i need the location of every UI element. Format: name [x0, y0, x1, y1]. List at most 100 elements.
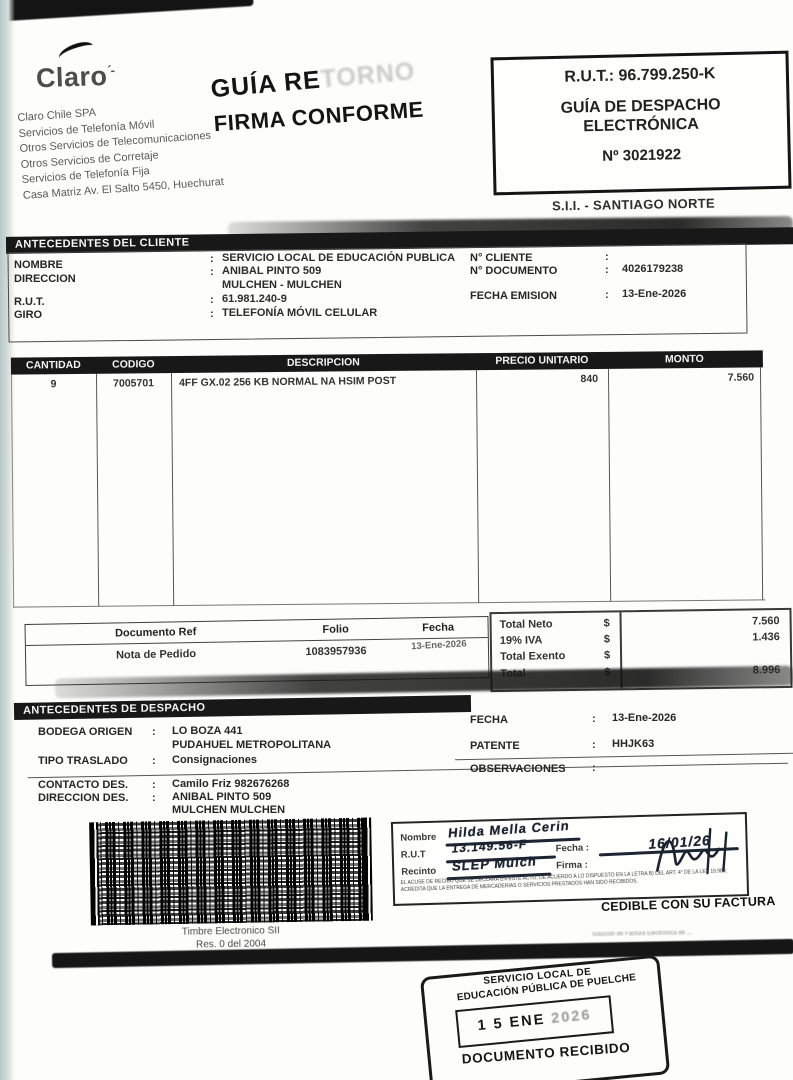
colon: : — [210, 266, 214, 278]
sig-recinto-label: Recinto — [401, 865, 437, 878]
col-precio: PRECIO UNITARIO — [495, 354, 589, 367]
contacto-label: CONTACTO DES. — [38, 779, 129, 791]
direccion-des-label: DIRECCION DES. — [38, 792, 129, 804]
sig-rut-label: R.U.T — [400, 849, 426, 861]
signature-scribble — [656, 827, 728, 875]
client-name-value: SERVICIO LOCAL DE EDUCACIÓN PUBLICA — [222, 252, 456, 264]
document-number: Nº 3021922 — [602, 146, 682, 165]
items-table: CANTIDAD CODIGO DESCRIPCION PRECIO UNITA… — [10, 350, 766, 608]
faded-stamp-text: TORNO — [319, 57, 417, 94]
table-column-line — [95, 373, 100, 607]
colon: : — [592, 762, 596, 774]
traslado-label: TIPO TRASLADO — [38, 755, 128, 767]
dispatch-section-header: ANTECEDENTES DE DESPACHO — [13, 695, 472, 720]
documento-recibido-stamp: SERVICIO LOCAL DE EDUCACIÓN PÚBLICA DE P… — [419, 947, 671, 1080]
ref-doc-value: Nota de Pedido — [115, 648, 197, 662]
item-precio: 840 — [580, 372, 599, 386]
col-codigo: CODIGO — [112, 358, 155, 371]
emission-date-value: 13-Ene-2026 — [622, 288, 687, 300]
total-exento-label: Total Exento — [499, 650, 566, 663]
colon: : — [210, 294, 214, 306]
claro-logo-mark: ´- — [107, 62, 115, 78]
company-info: Claro Chile SPA Servicios de Telefonía M… — [17, 97, 224, 204]
iva-value: 1.436 — [752, 631, 780, 644]
colon: : — [152, 726, 156, 738]
table-column-line — [475, 370, 480, 604]
client-rut-value: 61.981.240-9 — [222, 293, 287, 305]
contacto-value: Camilo Friz 982676268 — [172, 778, 290, 790]
document-type: GUÍA DE DESPACHO ELECTRÓNICA — [560, 96, 721, 136]
table-column-line — [607, 368, 612, 602]
total-neto-value: 7.560 — [751, 615, 780, 628]
scan-edge-strip — [0, 0, 15, 1080]
client-name-label: NOMBRE — [14, 259, 63, 271]
emission-date-label: FECHA EMISION — [470, 290, 557, 302]
rut-header-box: R.U.T.: 96.799.250-K GUÍA DE DESPACHO EL… — [490, 50, 792, 196]
guia-retorno-stamp: GUÍA RETORNO FIRMA CONFORME — [209, 57, 425, 137]
colon: : — [210, 253, 214, 265]
patente-value: HHJK63 — [612, 738, 655, 750]
client-number-label: N° CLIENTE — [470, 252, 533, 264]
handwritten-recinto: SLEP Mulch — [451, 853, 538, 874]
observaciones-label: OBSERVACIONES — [470, 763, 566, 775]
iva-label: 19% IVA — [499, 634, 543, 647]
currency-sign: $ — [603, 633, 611, 646]
bodega-label: BODEGA ORIGEN — [38, 726, 133, 738]
ref-header-doc: Documento Ref — [114, 626, 197, 640]
item-codigo: 7005701 — [113, 377, 155, 390]
document-number-value: 4026179238 — [622, 263, 684, 275]
scan-corner-shadow — [0, 0, 254, 23]
colon: : — [152, 755, 156, 767]
dispatch-fecha-label: FECHA — [470, 714, 508, 726]
client-giro-label: GIRO — [14, 309, 43, 321]
direccion-des-value2: MULCHEN MULCHEN — [172, 804, 286, 816]
sig-nombre-label: Nombre — [400, 831, 437, 844]
client-rut-label: R.U.T. — [14, 296, 45, 308]
dispatch-divider — [28, 762, 788, 779]
currency-sign: $ — [603, 617, 610, 630]
document-number-label: N° DOCUMENTO — [470, 265, 558, 277]
colon: : — [210, 308, 214, 320]
client-address-value2: MULCHEN - MULCHEN — [222, 279, 342, 291]
dispatch-fecha-value: 13-Ene-2026 — [612, 712, 677, 724]
patente-label: PATENTE — [470, 740, 520, 752]
stamp-date: 1 5 ENE — [476, 1011, 547, 1035]
stamp-date-year: 2026 — [550, 1007, 593, 1027]
colon: : — [592, 713, 596, 725]
colon: : — [605, 251, 609, 263]
table-column-line — [170, 373, 175, 607]
ref-folio-value: 1083957936 — [305, 645, 367, 659]
micro-footer-text: Solución de Factura Electrónica de ... — [591, 930, 692, 938]
colon: : — [605, 289, 609, 301]
sig-firma-label: Firma : — [556, 859, 589, 872]
dispatch-divider-right — [455, 752, 793, 761]
sii-office: S.I.I. - SANTIAGO NORTE — [551, 195, 716, 214]
claro-logo: Claro´- — [35, 60, 115, 94]
table-border — [759, 367, 764, 601]
ref-fecha-value: 13-Ene-2026 — [410, 638, 467, 653]
colon: : — [605, 264, 609, 276]
direccion-des-value1: ANIBAL PINTO 509 — [172, 791, 272, 803]
traslado-value: Consignaciones — [172, 754, 257, 766]
firma-conforme-stamp: FIRMA CONFORME — [213, 96, 425, 137]
issuer-rut: R.U.T.: 96.799.250-K — [564, 65, 716, 86]
client-address-value1: ANIBAL PINTO 509 — [222, 265, 322, 277]
ref-header-folio: Folio — [322, 623, 349, 636]
currency-sign: $ — [603, 649, 611, 662]
sig-fecha-label: Fecha : — [555, 842, 590, 855]
col-descripcion: DESCRIPCION — [286, 356, 360, 369]
col-monto: MONTO — [664, 352, 704, 366]
sii-pdf417-barcode — [91, 817, 371, 926]
total-neto-label: Total Neto — [499, 618, 553, 631]
colon: : — [152, 792, 156, 804]
client-giro-value: TELEFONÍA MÓVIL CELULAR — [222, 307, 378, 319]
item-descripcion: 4FF GX.02 256 KB NORMAL NA HSIM POST — [179, 374, 397, 390]
colon: : — [592, 739, 596, 751]
bodega-value2: PUDAHUEL METROPOLITANA — [172, 739, 332, 751]
bodega-value1: LO BOZA 441 — [172, 725, 243, 737]
receiver-signature-box: Nombre R.U.T Recinto Fecha : Firma : Hil… — [390, 812, 750, 906]
col-cantidad: CANTIDAD — [25, 358, 81, 372]
item-cantidad: 9 — [50, 378, 57, 391]
client-address-label: DIRECCION — [14, 273, 76, 285]
